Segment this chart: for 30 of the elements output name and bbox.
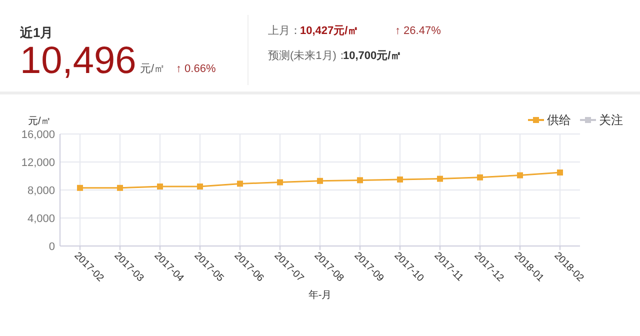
point <box>357 177 363 184</box>
y-tick-label: 16,000 <box>21 129 55 141</box>
y-tick-label: 12,000 <box>21 157 55 169</box>
point <box>517 172 523 178</box>
y-tick-label: 0 <box>48 241 55 253</box>
text: 10,427元/㎡ <box>300 25 359 37</box>
point <box>557 170 563 176</box>
text: 10,496 <box>20 40 136 82</box>
text: 近1月 <box>19 25 54 40</box>
point <box>237 180 243 187</box>
point <box>117 184 123 191</box>
y-tick-label: 8,000 <box>27 185 55 197</box>
text: 元/㎡ <box>140 63 166 75</box>
text: ↑ 26.47% <box>395 25 442 37</box>
y-axis-title: 元/㎡ <box>28 116 51 127</box>
x-axis-title: 年-月 <box>308 289 332 301</box>
point <box>77 184 83 191</box>
point <box>197 184 203 190</box>
point <box>157 184 163 190</box>
text: ↑ 0.66% <box>176 63 216 75</box>
point <box>277 179 283 186</box>
y-tick-label: 4,000 <box>27 213 55 225</box>
point <box>437 176 443 182</box>
point <box>317 178 323 184</box>
legend-label: 关注 <box>599 113 623 127</box>
legend-label: 供给 <box>547 113 571 127</box>
point <box>477 174 483 180</box>
point <box>397 176 403 182</box>
text: 10,700元/㎡ <box>343 50 402 62</box>
text: 上月： <box>268 24 301 37</box>
